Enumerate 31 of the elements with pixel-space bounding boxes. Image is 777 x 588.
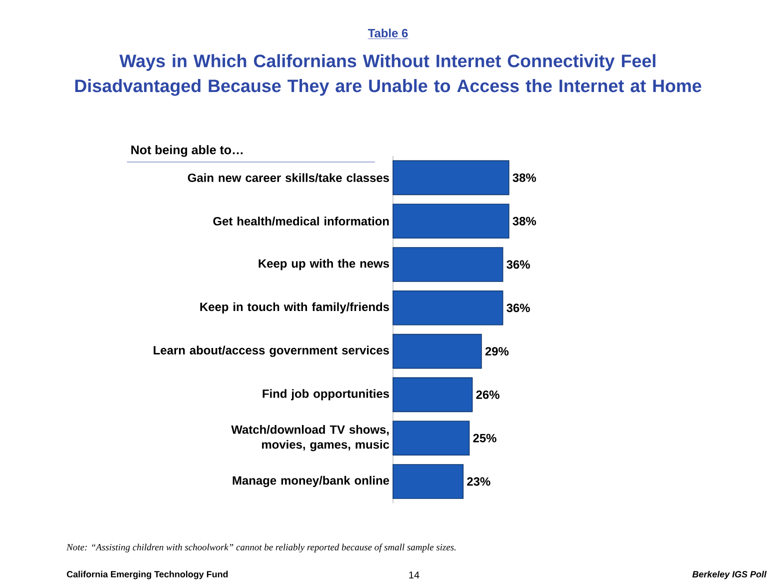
bar: [392, 420, 470, 456]
y-tick-label: Keep up with the news: [258, 258, 389, 270]
bar: [392, 160, 510, 196]
bar: [392, 290, 504, 326]
data-label: 36%: [506, 304, 530, 312]
data-label: 36%: [506, 260, 530, 269]
y-tick-label: Find job opportunities: [262, 389, 390, 400]
y-tick-label: Watch/download TV shows, movies, games, music: [231, 425, 390, 452]
data-label: 25%: [473, 434, 496, 442]
data-label: 23%: [467, 477, 490, 486]
text: Berkeley IGS Poll: [692, 570, 767, 580]
data-label: 38%: [512, 173, 536, 182]
bar: [392, 377, 473, 412]
y-axis-title: Not being able to…: [131, 145, 243, 157]
text: Note: “Assisting children with schoolwork” cannot be reliably reported because of small sample sizes.: [66, 544, 456, 552]
y-tick-label: Keep in touch with family/friends: [200, 302, 389, 314]
y-tick-label: Gain new career skills/take classes: [188, 173, 389, 182]
bar: [392, 334, 482, 369]
y-tick-label: Get health/medical information: [213, 216, 389, 226]
text: California Emerging Technology Fund: [66, 570, 228, 580]
bar: [392, 247, 504, 282]
chart-title: Table 6: [368, 28, 408, 38]
bar: [392, 204, 510, 238]
y-tick-label: Learn about/access government services: [154, 346, 389, 357]
bar: [392, 464, 464, 499]
data-label: 29%: [485, 347, 509, 356]
data-label: 38%: [512, 216, 536, 226]
text: 14: [409, 572, 420, 578]
data-label: 26%: [476, 390, 500, 399]
y-tick-label: Manage money/bank online: [232, 476, 390, 488]
chart-subtitle: Ways in Which Californians Without Internet Connectivity Feel Disadvantaged Because They are Unable to Access the Internet at Home: [75, 54, 702, 96]
